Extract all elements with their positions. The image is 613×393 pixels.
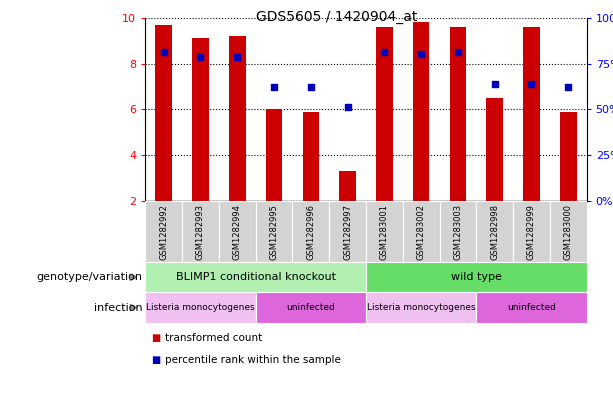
Text: GSM1283003: GSM1283003: [454, 204, 462, 260]
Bar: [303, 112, 319, 201]
Text: transformed count: transformed count: [165, 333, 262, 343]
Bar: [340, 171, 356, 201]
Text: GSM1282994: GSM1282994: [233, 204, 242, 260]
Bar: [523, 27, 539, 201]
Point: [269, 83, 279, 90]
Bar: [403, 201, 440, 262]
Text: GSM1283001: GSM1283001: [380, 204, 389, 260]
Bar: [266, 109, 282, 201]
Text: GSM1282998: GSM1282998: [490, 204, 499, 260]
Text: GSM1283000: GSM1283000: [564, 204, 573, 260]
Point: [453, 49, 463, 55]
Text: GSM1282995: GSM1282995: [270, 204, 278, 260]
Bar: [156, 25, 172, 201]
Text: uninfected: uninfected: [507, 303, 556, 312]
Point: [232, 53, 242, 60]
Bar: [550, 201, 587, 262]
Bar: [450, 27, 466, 201]
Bar: [329, 201, 366, 262]
Text: wild type: wild type: [451, 272, 501, 282]
Point: [343, 104, 352, 110]
Text: ■: ■: [151, 355, 161, 365]
Bar: [560, 112, 576, 201]
Text: GSM1282997: GSM1282997: [343, 204, 352, 260]
Bar: [366, 262, 587, 292]
Point: [196, 53, 205, 60]
Bar: [366, 292, 476, 323]
Bar: [219, 201, 256, 262]
Point: [490, 81, 500, 87]
Bar: [366, 201, 403, 262]
Text: genotype/variation: genotype/variation: [36, 272, 142, 282]
Bar: [476, 201, 513, 262]
Bar: [513, 201, 550, 262]
Text: BLIMP1 conditional knockout: BLIMP1 conditional knockout: [175, 272, 336, 282]
Bar: [145, 201, 182, 262]
Text: GSM1282993: GSM1282993: [196, 204, 205, 260]
Bar: [192, 39, 208, 201]
Point: [379, 49, 389, 55]
Text: GSM1282996: GSM1282996: [306, 204, 315, 260]
Point: [527, 81, 536, 87]
Bar: [413, 22, 429, 201]
Bar: [256, 292, 366, 323]
Bar: [440, 201, 476, 262]
Text: uninfected: uninfected: [286, 303, 335, 312]
Text: GSM1282992: GSM1282992: [159, 204, 168, 260]
Bar: [476, 292, 587, 323]
Point: [416, 51, 426, 57]
Text: Listeria monocytogenes: Listeria monocytogenes: [367, 303, 476, 312]
Text: infection: infection: [94, 303, 142, 312]
Point: [563, 83, 573, 90]
Bar: [182, 201, 219, 262]
Text: GSM1283002: GSM1283002: [417, 204, 425, 260]
Bar: [376, 27, 392, 201]
Bar: [229, 36, 245, 201]
Bar: [292, 201, 329, 262]
Text: Listeria monocytogenes: Listeria monocytogenes: [146, 303, 255, 312]
Text: ■: ■: [151, 333, 161, 343]
Point: [306, 83, 316, 90]
Bar: [256, 201, 292, 262]
Text: percentile rank within the sample: percentile rank within the sample: [165, 355, 341, 365]
Point: [159, 49, 169, 55]
Bar: [487, 98, 503, 201]
Bar: [145, 262, 366, 292]
Text: GSM1282999: GSM1282999: [527, 204, 536, 260]
Text: GDS5605 / 1420904_at: GDS5605 / 1420904_at: [256, 10, 418, 24]
Bar: [145, 292, 256, 323]
